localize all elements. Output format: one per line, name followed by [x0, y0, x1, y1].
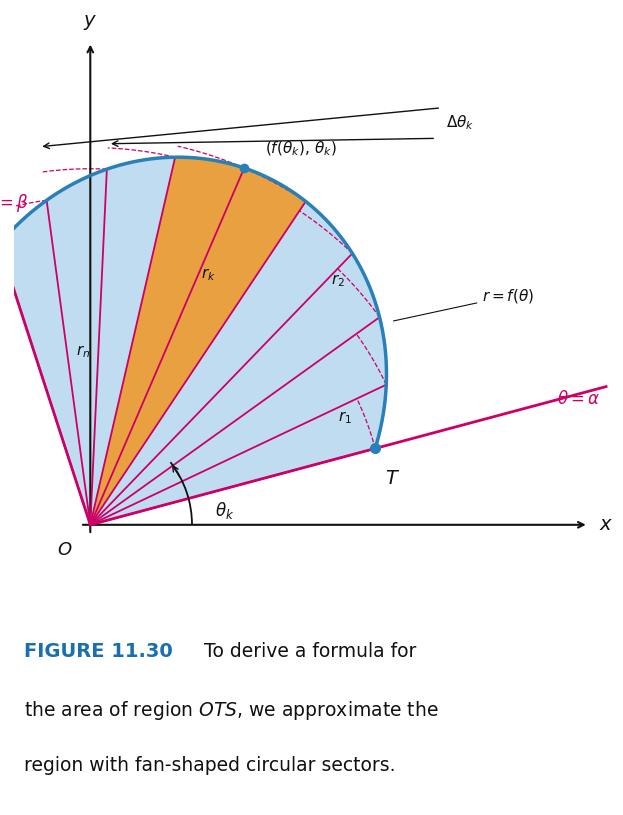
Text: FIGURE 11.30: FIGURE 11.30: [24, 642, 173, 661]
Text: the area of region $\it{OTS}$, we approximate the: the area of region $\it{OTS}$, we approx…: [24, 699, 439, 722]
Text: $r = f(\theta)$: $r = f(\theta)$: [394, 287, 535, 321]
Polygon shape: [0, 157, 386, 525]
Text: $r_k$: $r_k$: [201, 266, 216, 283]
Text: $x$: $x$: [599, 515, 613, 535]
Text: $y$: $y$: [83, 12, 97, 32]
Text: $\theta = \beta$: $\theta = \beta$: [0, 192, 29, 214]
Text: $T$: $T$: [386, 469, 401, 488]
Text: region with fan-shaped circular sectors.: region with fan-shaped circular sectors.: [24, 756, 396, 775]
Text: $\Delta\theta_k$: $\Delta\theta_k$: [446, 114, 475, 132]
Text: $\theta_k$: $\theta_k$: [216, 500, 235, 521]
Text: $r_2$: $r_2$: [331, 272, 345, 289]
Polygon shape: [90, 157, 306, 525]
Text: $r_n$: $r_n$: [77, 343, 91, 359]
Text: $O$: $O$: [57, 541, 73, 559]
Text: $\theta = \alpha$: $\theta = \alpha$: [558, 390, 601, 408]
Text: $r_1$: $r_1$: [338, 409, 351, 425]
Text: To derive a formula for: To derive a formula for: [204, 642, 416, 661]
Text: $(f(\theta_k),\, \theta_k)$: $(f(\theta_k),\, \theta_k)$: [265, 139, 336, 158]
